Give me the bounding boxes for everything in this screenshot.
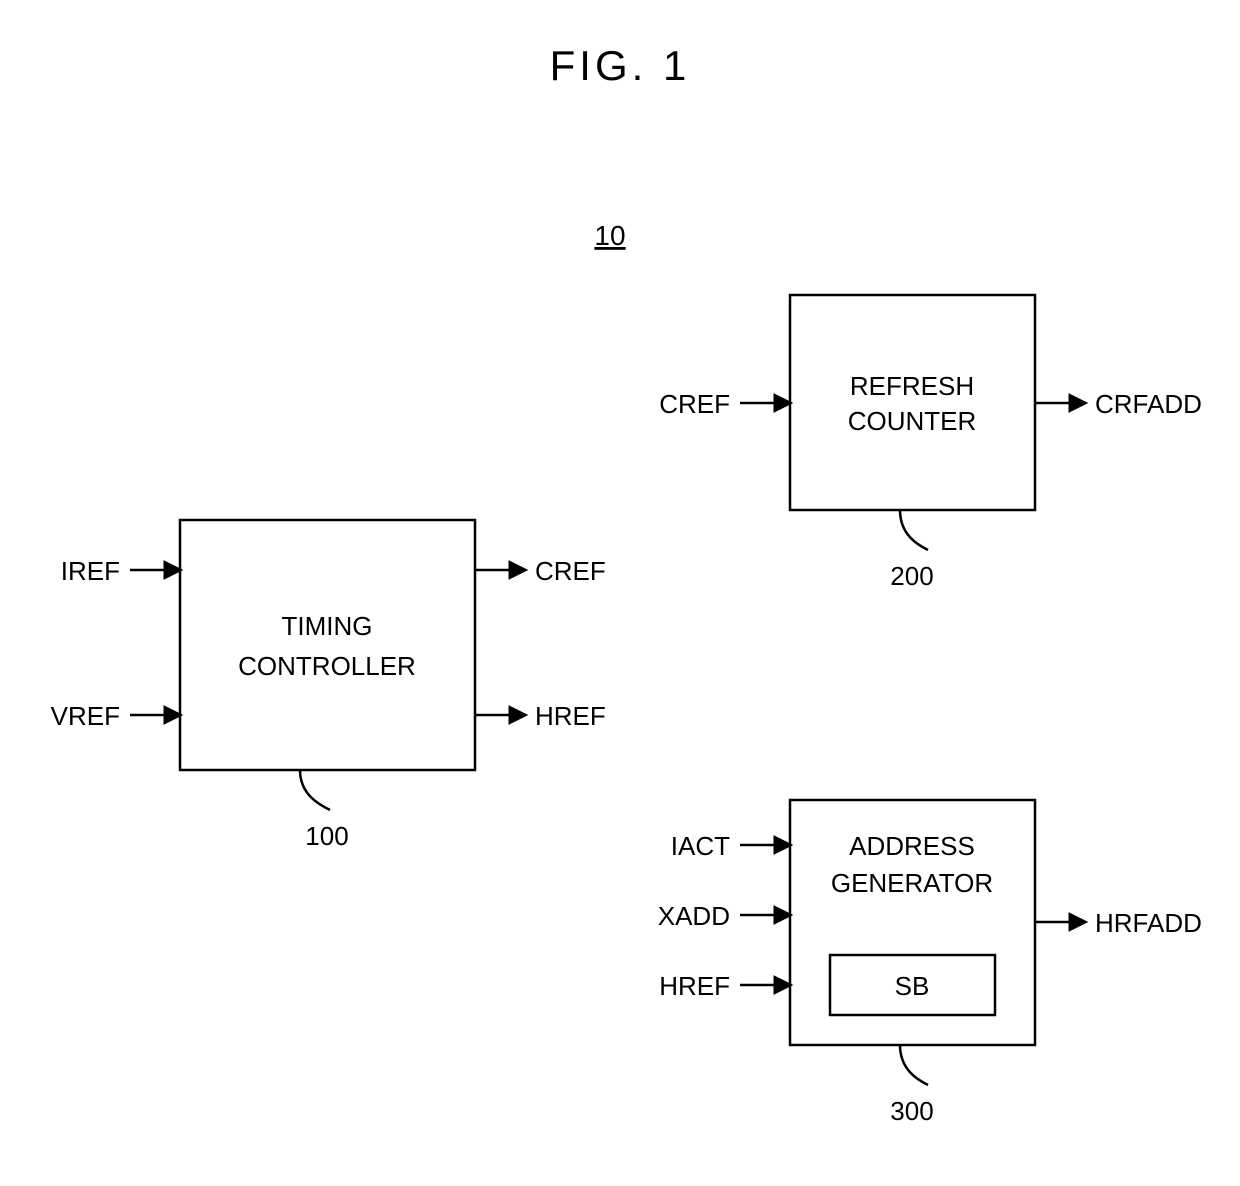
refresh-counter-block xyxy=(790,295,1035,510)
href-in-label: HREF xyxy=(659,971,730,1001)
refresh-ref-number: 200 xyxy=(890,561,933,591)
timing-controller-label-1: TIMING xyxy=(282,611,373,641)
href-out-label: HREF xyxy=(535,701,606,731)
refresh-counter-label-1: REFRESH xyxy=(850,371,974,401)
block-diagram: FIG. 1 10 TIMING CONTROLLER 100 IREF VRE… xyxy=(0,0,1240,1186)
crfadd-label: CRFADD xyxy=(1095,389,1202,419)
figure-reference: 10 xyxy=(594,220,625,251)
cref-in-label: CREF xyxy=(659,389,730,419)
iact-label: IACT xyxy=(671,831,730,861)
timing-controller-block xyxy=(180,520,475,770)
addrgen-ref-hook xyxy=(900,1045,928,1085)
address-generator-label-2: GENERATOR xyxy=(831,868,993,898)
timing-ref-hook xyxy=(300,770,330,810)
refresh-ref-hook xyxy=(900,510,928,550)
timing-controller-label-2: CONTROLLER xyxy=(238,651,416,681)
iref-label: IREF xyxy=(61,556,120,586)
sb-label: SB xyxy=(895,971,930,1001)
hrfadd-label: HRFADD xyxy=(1095,908,1202,938)
xadd-label: XADD xyxy=(658,901,730,931)
addrgen-ref-number: 300 xyxy=(890,1096,933,1126)
refresh-counter-label-2: COUNTER xyxy=(848,406,977,436)
address-generator-label-1: ADDRESS xyxy=(849,831,975,861)
figure-title: FIG. 1 xyxy=(550,42,691,89)
cref-out-label: CREF xyxy=(535,556,606,586)
vref-label: VREF xyxy=(51,701,120,731)
timing-ref-number: 100 xyxy=(305,821,348,851)
